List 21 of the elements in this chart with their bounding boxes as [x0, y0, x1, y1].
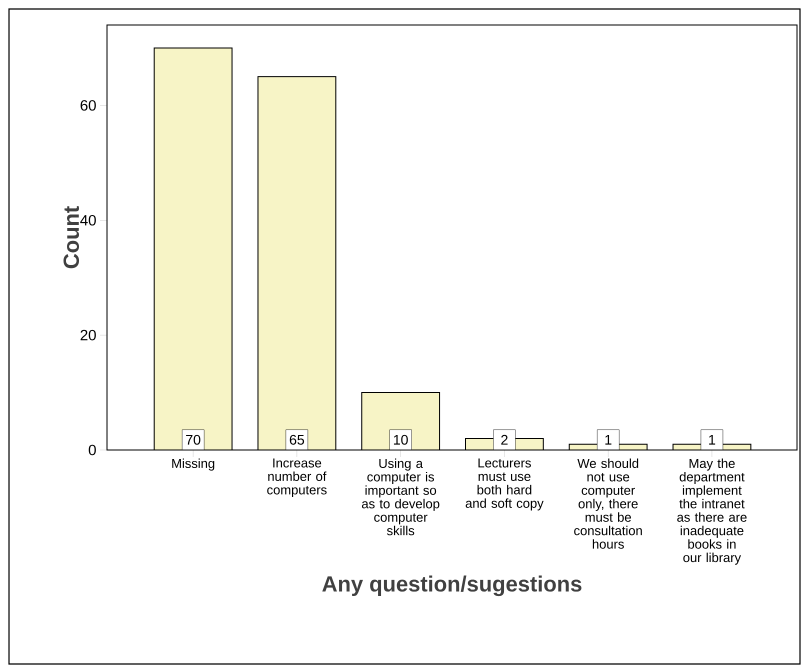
y-tick-label: 40	[80, 214, 96, 226]
x-axis-title: Any question/sugestions	[322, 576, 582, 596]
x-tick-label: May the department implement the intranet as there are inadequate books in our library	[677, 458, 747, 565]
data-label: 1	[709, 434, 716, 445]
bar	[258, 76, 336, 450]
x-tick-label: Increase number of computers	[267, 458, 327, 498]
y-tick-label: 0	[88, 444, 96, 456]
data-label: 10	[394, 434, 408, 445]
data-label: 1	[605, 434, 612, 445]
y-tick-label: 20	[80, 330, 96, 340]
data-label: 65	[290, 434, 304, 445]
y-tick-label: 60	[80, 100, 96, 111]
bar	[362, 392, 440, 450]
x-tick-label: We should not use computer only, there must be consultation hours	[574, 458, 642, 549]
y-axis-title: Count	[64, 206, 80, 268]
bar	[154, 48, 232, 450]
x-tick-label: Lecturers must use both hard and soft copy	[466, 458, 544, 510]
data-label: 2	[501, 434, 508, 445]
x-tick-label: Using a computer is important so as to develop computer skills	[362, 458, 440, 536]
data-label: 70	[186, 434, 200, 445]
x-tick-label: Missing	[172, 458, 214, 471]
